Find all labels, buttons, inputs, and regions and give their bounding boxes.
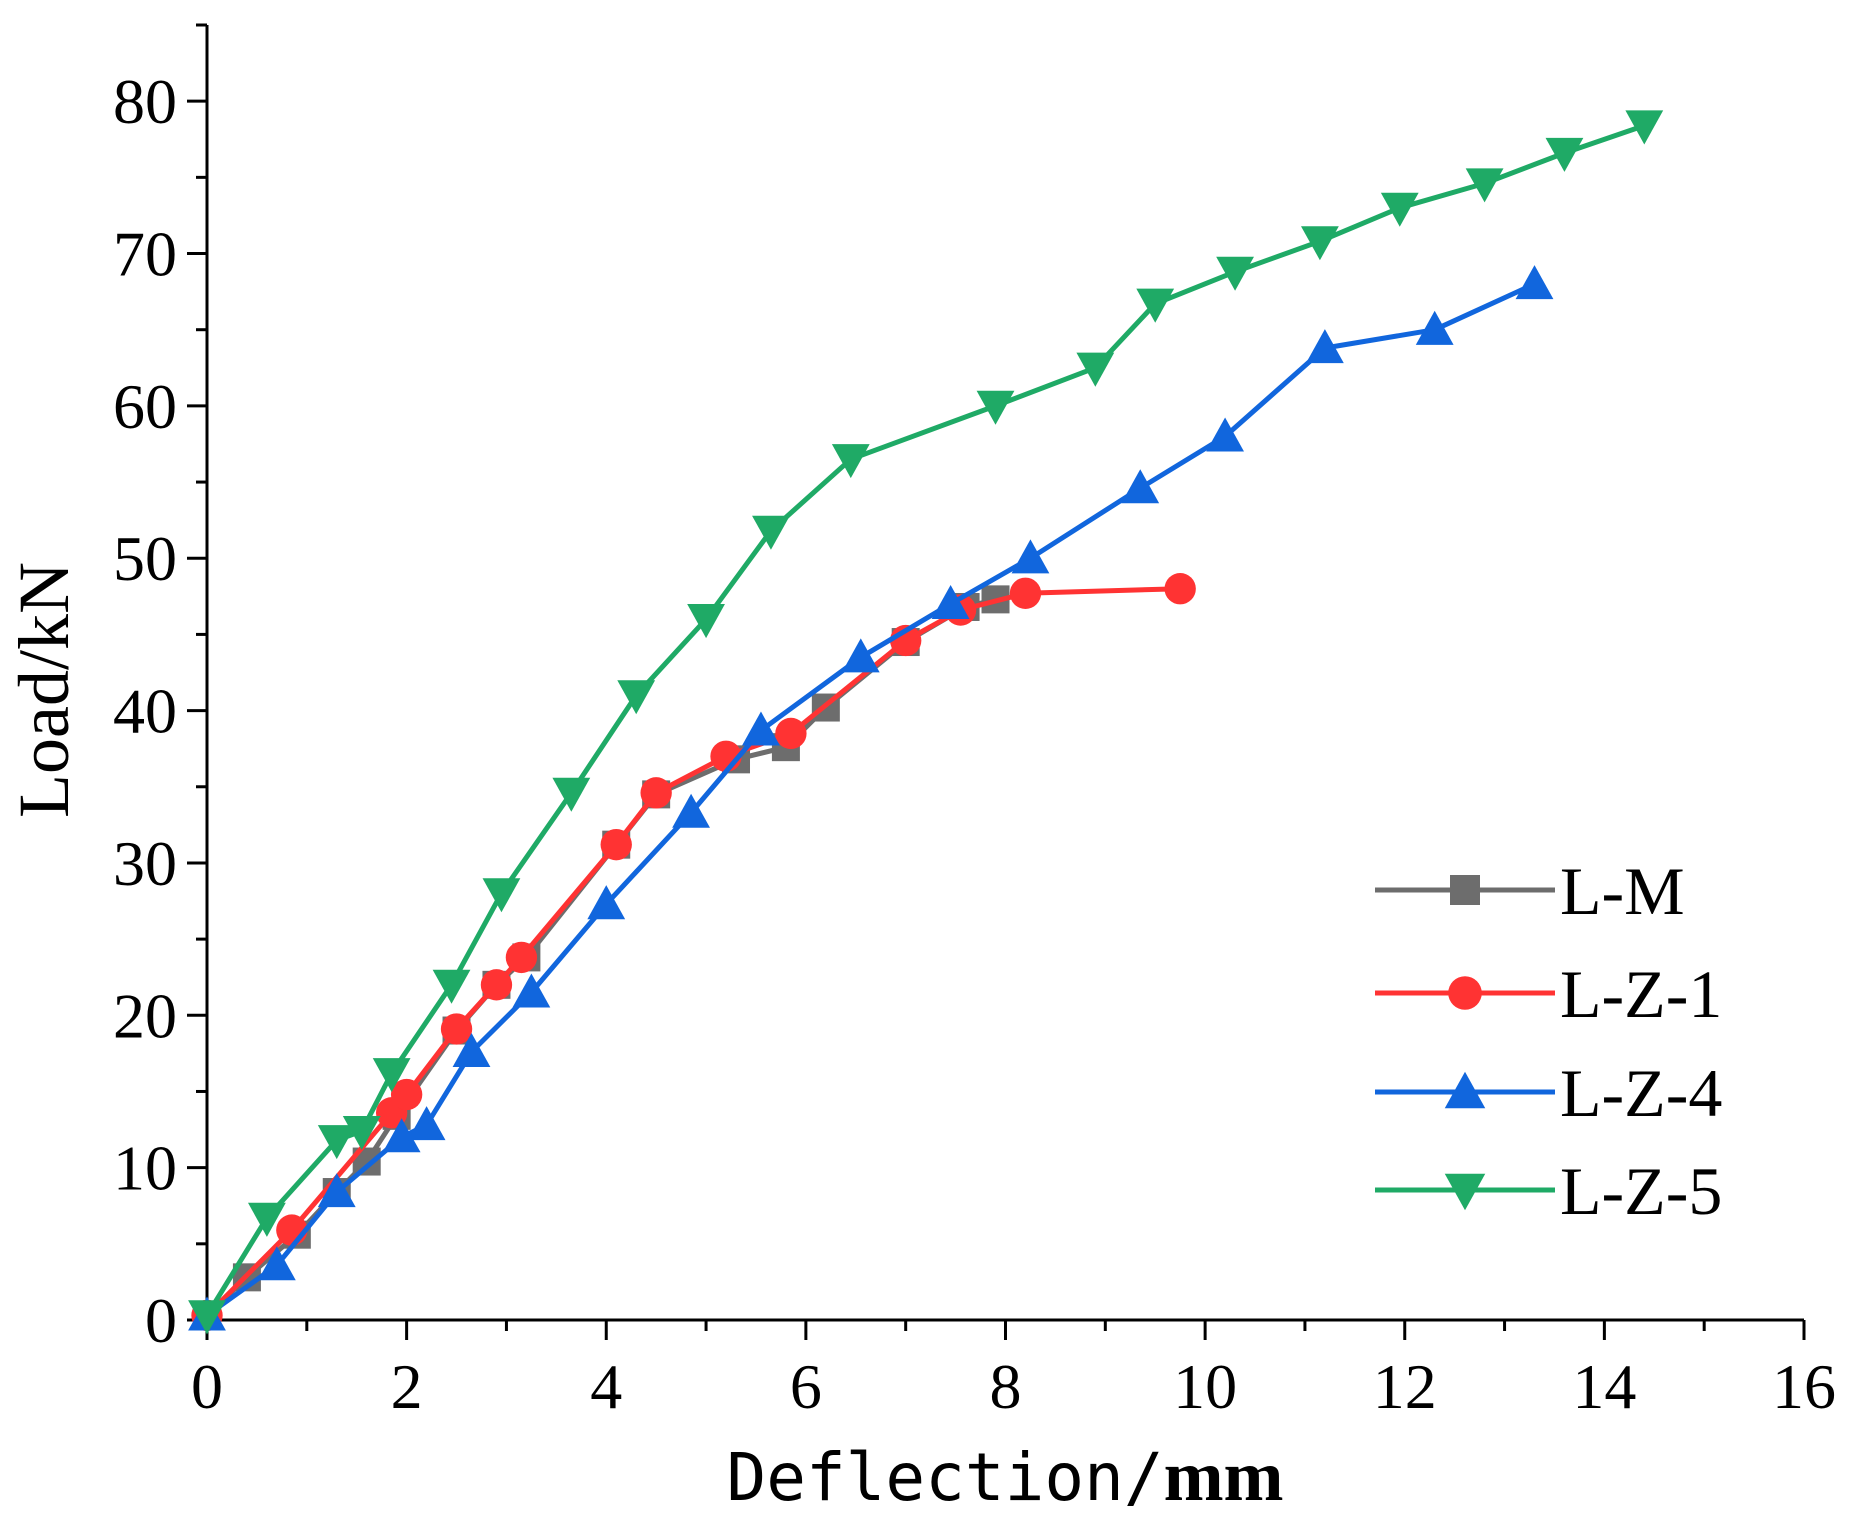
data-point-l-z-4 xyxy=(1011,539,1050,574)
legend-marker-l-m xyxy=(1450,875,1480,905)
data-point-l-z-4 xyxy=(672,793,710,828)
data-point-l-z-5 xyxy=(1136,288,1175,323)
data-point-l-z-5 xyxy=(482,878,521,913)
data-point-l-z-5 xyxy=(188,1300,226,1335)
data-point-l-z-5 xyxy=(317,1125,356,1160)
x-tick-label: 8 xyxy=(990,1351,1022,1422)
y-tick-label: 60 xyxy=(113,371,177,442)
y-tick-label: 70 xyxy=(113,219,177,290)
data-point-l-z-4 xyxy=(1515,265,1554,300)
data-point-l-z-5 xyxy=(687,604,725,639)
x-axis-title: Deflection/mm xyxy=(726,1436,1283,1516)
data-point-l-z-5 xyxy=(1380,192,1419,227)
series-layer xyxy=(188,110,1664,1335)
data-point-l-z-5 xyxy=(617,680,656,715)
legend-marker-l-z-1 xyxy=(1448,976,1482,1010)
data-point-l-z-5 xyxy=(247,1202,286,1237)
data-point-l-z-1 xyxy=(600,828,632,861)
y-tick-label: 30 xyxy=(113,828,177,899)
data-point-l-z-4 xyxy=(257,1246,296,1281)
data-point-l-z-1 xyxy=(480,969,513,1001)
y-tick-label: 10 xyxy=(113,1133,177,1204)
y-tick-label: 80 xyxy=(113,66,177,137)
legend-marker-l-z-4 xyxy=(1444,1071,1486,1109)
x-tick-label: 4 xyxy=(590,1351,622,1422)
x-tick-label: 6 xyxy=(790,1351,822,1422)
legend-label-l-z-5: L-Z-5 xyxy=(1560,1153,1722,1229)
data-point-l-z-4 xyxy=(742,711,780,746)
data-point-l-z-5 xyxy=(752,515,790,550)
data-point-l-z-5 xyxy=(1465,168,1504,203)
data-point-l-z-5 xyxy=(342,1115,381,1150)
data-point-l-z-4 xyxy=(512,973,551,1008)
data-point-l-z-4 xyxy=(841,638,880,673)
data-point-l-z-4 xyxy=(931,585,970,620)
series-l-z-4 xyxy=(188,265,1554,1331)
data-point-l-z-1 xyxy=(1009,577,1042,609)
legend-item-l-z-4: L-Z-4 xyxy=(1375,1055,1722,1131)
y-tick-label: 50 xyxy=(113,523,177,594)
legend-label-l-m: L-M xyxy=(1560,853,1685,929)
x-tick-label: 16 xyxy=(1772,1351,1836,1422)
y-tick-label: 40 xyxy=(113,676,177,747)
data-point-l-z-1 xyxy=(775,717,807,750)
series-l-z-1 xyxy=(191,573,1196,1332)
legend-label-l-z-1: L-Z-1 xyxy=(1560,956,1722,1032)
x-axis-title-text: Deflection/ xyxy=(726,1439,1163,1516)
data-point-l-z-1 xyxy=(640,777,672,809)
legend-item-l-z-1: L-Z-1 xyxy=(1375,956,1722,1032)
data-point-l-z-5 xyxy=(1545,137,1584,172)
legend-marker-l-z-5 xyxy=(1444,1173,1486,1211)
data-point-l-z-4 xyxy=(452,1032,491,1067)
legend-item-l-m: L-M xyxy=(1375,853,1685,929)
y-tick-label: 20 xyxy=(113,980,177,1051)
data-point-l-z-4 xyxy=(382,1118,421,1153)
legend-item-l-z-5: L-Z-5 xyxy=(1375,1153,1722,1229)
data-point-l-z-5 xyxy=(1625,110,1664,145)
x-tick-label: 14 xyxy=(1572,1351,1636,1422)
x-axis-title-unit: mm xyxy=(1164,1436,1284,1516)
data-point-l-z-4 xyxy=(407,1106,446,1141)
x-tick-label: 0 xyxy=(191,1351,223,1422)
x-tick-label: 2 xyxy=(391,1351,423,1422)
x-tick-label: 10 xyxy=(1173,1351,1237,1422)
x-tick-label: 12 xyxy=(1373,1351,1437,1422)
data-point-l-z-5 xyxy=(432,969,471,1004)
data-point-l-z-4 xyxy=(1121,469,1160,504)
data-point-l-z-4 xyxy=(317,1173,356,1208)
data-point-l-z-1 xyxy=(1164,573,1196,605)
x-ticks: 0 2 4 6 8 10 12 14 16 xyxy=(191,1320,1836,1422)
data-point-l-z-5 xyxy=(976,390,1015,425)
data-point-l-z-5 xyxy=(1076,352,1115,387)
data-point-l-z-5 xyxy=(1216,256,1254,291)
legend-label-l-z-4: L-Z-4 xyxy=(1560,1055,1722,1131)
data-point-l-z-4 xyxy=(1306,329,1344,364)
y-tick-label: 0 xyxy=(145,1285,177,1356)
series-line-l-z-4 xyxy=(205,281,1536,1318)
data-point-l-z-5 xyxy=(1301,226,1339,261)
y-ticks: 0 10 20 30 40 50 60 70 80 xyxy=(113,23,207,1356)
data-point-l-z-4 xyxy=(1206,417,1244,452)
data-point-l-z-5 xyxy=(552,777,591,812)
data-point-l-z-5 xyxy=(372,1058,411,1093)
data-point-l-z-4 xyxy=(587,885,626,920)
y-axis-title: Load/kN xyxy=(4,562,84,818)
data-point-l-z-1 xyxy=(390,1078,423,1111)
legend: L-M L-Z-1 L-Z-4 L-Z-5 xyxy=(1375,853,1722,1229)
data-point-l-z-1 xyxy=(505,941,538,974)
data-point-l-z-4 xyxy=(1415,310,1454,345)
data-point-l-z-5 xyxy=(831,444,870,479)
data-point-l-z-1 xyxy=(440,1013,473,1045)
series-l-z-5 xyxy=(188,110,1664,1335)
